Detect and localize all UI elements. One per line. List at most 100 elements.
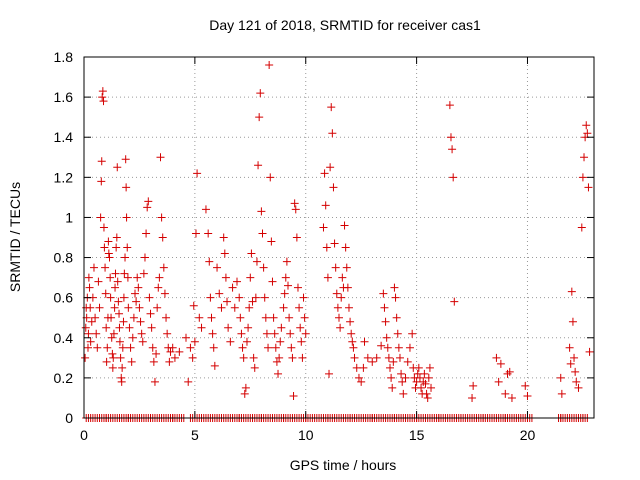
data-point	[204, 229, 213, 238]
data-point	[92, 329, 101, 338]
y-tick-label: 0.8	[54, 250, 74, 266]
data-point	[117, 377, 126, 386]
data-point	[380, 303, 389, 312]
data-point	[226, 337, 235, 346]
data-point	[154, 283, 163, 292]
data-point	[153, 303, 162, 312]
data-point	[239, 353, 248, 362]
data-point	[142, 229, 151, 238]
data-point	[210, 361, 219, 370]
data-point	[408, 329, 417, 338]
data-point	[128, 333, 137, 342]
data-point	[425, 363, 434, 372]
data-point	[501, 389, 510, 398]
data-point	[389, 357, 398, 366]
data-point	[136, 317, 145, 326]
data-point	[207, 313, 216, 322]
data-point	[262, 329, 271, 338]
data-point	[372, 353, 381, 362]
data-point	[83, 343, 92, 352]
data-point	[246, 273, 255, 282]
data-point	[270, 329, 279, 338]
data-point	[415, 373, 424, 382]
data-point	[184, 377, 193, 386]
data-point	[134, 283, 143, 292]
data-point	[254, 161, 263, 170]
data-point	[101, 289, 110, 298]
data-point	[260, 293, 269, 302]
data-point	[125, 323, 134, 332]
data-point	[150, 377, 159, 386]
data-point	[189, 301, 198, 310]
data-point	[238, 343, 247, 352]
data-point	[320, 169, 329, 178]
data-point	[401, 373, 410, 382]
data-point	[104, 249, 113, 258]
data-point	[93, 343, 102, 352]
data-point	[89, 263, 98, 272]
data-point	[333, 303, 342, 312]
data-point	[256, 89, 265, 98]
data-point	[115, 309, 124, 318]
data-point	[300, 313, 309, 322]
data-point	[113, 163, 122, 172]
data-point	[405, 343, 414, 352]
data-point	[81, 323, 90, 332]
data-point	[268, 277, 277, 286]
data-point	[523, 391, 532, 400]
data-point	[122, 183, 131, 192]
data-point	[521, 381, 530, 390]
data-point	[346, 317, 355, 326]
data-point	[84, 273, 93, 282]
data-point	[468, 393, 477, 402]
data-point	[414, 363, 423, 372]
data-point	[91, 313, 100, 322]
data-point	[348, 337, 357, 346]
data-point	[445, 101, 454, 110]
data-point	[427, 383, 436, 392]
chart-title: Day 121 of 2018, SRMTID for receiver cas…	[209, 17, 481, 33]
y-tick-label: 1.4	[54, 129, 74, 145]
data-point	[137, 329, 146, 338]
data-point	[423, 393, 432, 402]
data-point	[168, 343, 177, 352]
data-point	[360, 337, 369, 346]
data-point	[120, 269, 129, 278]
data-point	[289, 391, 298, 400]
data-point	[282, 257, 291, 266]
data-point	[421, 379, 430, 388]
data-point	[344, 303, 353, 312]
data-point	[449, 173, 458, 182]
data-point	[109, 353, 118, 362]
data-point	[288, 353, 297, 362]
plot-frame	[83, 56, 595, 419]
data-point	[340, 221, 349, 230]
data-point	[287, 343, 296, 352]
data-point	[286, 329, 295, 338]
data-point	[111, 283, 120, 292]
y-tick-label: 1	[65, 209, 73, 225]
data-point	[124, 303, 133, 312]
data-point	[112, 243, 121, 252]
data-point	[97, 177, 106, 186]
data-point	[395, 353, 404, 362]
data-point	[99, 223, 108, 232]
data-point	[391, 293, 400, 302]
data-point	[323, 273, 332, 282]
data-point	[223, 297, 232, 306]
data-point	[240, 389, 249, 398]
data-point	[119, 317, 128, 326]
data-point	[249, 353, 258, 362]
data-point	[156, 153, 165, 162]
data-point	[160, 289, 169, 298]
data-point	[424, 373, 433, 382]
data-point	[158, 233, 167, 242]
data-point	[215, 289, 224, 298]
data-point	[228, 283, 237, 292]
data-point	[97, 157, 106, 166]
data-point	[205, 257, 214, 266]
data-point	[107, 313, 116, 322]
x-tick-label: 20	[520, 427, 536, 443]
data-point	[206, 293, 215, 302]
